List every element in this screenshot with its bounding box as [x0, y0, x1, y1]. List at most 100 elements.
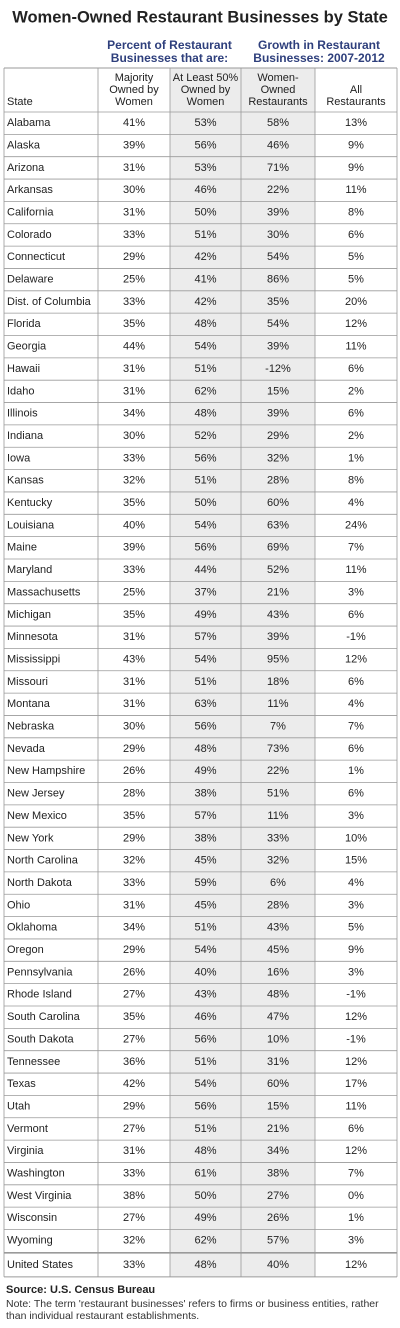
cell: 11%: [267, 698, 288, 710]
cell: 35%: [123, 1011, 145, 1023]
cell: 31%: [123, 363, 145, 375]
cell: 62%: [194, 1235, 216, 1247]
cell: 45%: [194, 855, 216, 867]
row-label: Iowa: [7, 452, 31, 464]
row-label: West Virginia: [7, 1190, 72, 1202]
cell: 33%: [123, 1259, 145, 1271]
cell: 15%: [267, 1100, 289, 1112]
row-label: Montana: [7, 698, 51, 710]
cell: 26%: [123, 765, 145, 777]
cell: 27%: [123, 989, 145, 1001]
cell: 40%: [194, 966, 216, 978]
cell: 1%: [348, 765, 364, 777]
cell: 49%: [194, 765, 216, 777]
table: Women-Owned Restaurant Businesses by Sta…: [3, 8, 398, 1296]
cell: 31%: [267, 1056, 289, 1068]
cell: 40%: [123, 519, 145, 531]
cell: 34%: [267, 1145, 289, 1157]
cell: 43%: [123, 653, 145, 665]
cell: 7%: [348, 1168, 364, 1180]
cell: 30%: [123, 184, 145, 196]
cell: 39%: [123, 139, 145, 151]
cell: 12%: [345, 1145, 367, 1157]
cell: 12%: [345, 1056, 367, 1068]
group-header: Percent of Restaurant: [107, 38, 232, 52]
cell: 30%: [123, 721, 145, 733]
cell: 47%: [267, 1011, 289, 1023]
row-label: New Mexico: [7, 810, 67, 822]
cell: 33%: [123, 877, 145, 889]
cell: 29%: [123, 1100, 145, 1112]
cell: 8%: [348, 475, 364, 487]
cell: 5%: [348, 274, 364, 286]
cell: 30%: [123, 430, 145, 442]
cell: 34%: [123, 408, 145, 420]
cell: 12%: [345, 1259, 367, 1271]
cell: 7%: [348, 542, 364, 554]
cell: 31%: [123, 676, 145, 688]
cell: 49%: [194, 1212, 216, 1224]
row-label: Louisiana: [7, 519, 55, 531]
cell: 6%: [348, 743, 364, 755]
cell: 53%: [194, 117, 216, 129]
cell: 39%: [267, 408, 289, 420]
row-label: Oklahoma: [7, 922, 58, 934]
cell: 51%: [194, 922, 216, 934]
cell: 31%: [123, 631, 145, 643]
cell: 33%: [123, 452, 145, 464]
cell: 8%: [348, 206, 364, 218]
row-label: North Carolina: [7, 855, 79, 867]
cell: 28%: [267, 899, 289, 911]
cell: 33%: [123, 229, 145, 241]
cell: 54%: [267, 318, 289, 330]
cell: 4%: [348, 877, 364, 889]
row-label: New Hampshire: [7, 765, 85, 777]
column-header: Owned by: [109, 84, 159, 96]
cell: 51%: [194, 363, 216, 375]
row-label: Florida: [7, 318, 42, 330]
cell: 48%: [267, 989, 289, 1001]
row-label: Kentucky: [7, 497, 53, 509]
column-header: Women: [187, 96, 225, 108]
cell: 57%: [194, 631, 216, 643]
cell: -12%: [265, 363, 291, 375]
row-label: Kansas: [7, 475, 44, 487]
cell: 56%: [194, 542, 216, 554]
cell: 6%: [348, 1123, 364, 1135]
row-label: United States: [7, 1259, 74, 1271]
cell: 40%: [267, 1259, 289, 1271]
cell: 13%: [345, 117, 367, 129]
cell: 56%: [194, 1033, 216, 1045]
cell: 62%: [194, 385, 216, 397]
cell: 39%: [267, 341, 289, 353]
cell: 56%: [194, 1100, 216, 1112]
cell: 11%: [345, 341, 366, 353]
cell: 69%: [267, 542, 289, 554]
cell: 41%: [194, 274, 216, 286]
column-header: All: [350, 84, 362, 96]
cell: 10%: [267, 1033, 289, 1045]
cell: 52%: [267, 564, 289, 576]
cell: 27%: [123, 1212, 145, 1224]
cell: 28%: [267, 475, 289, 487]
cell: 48%: [194, 318, 216, 330]
row-label: South Carolina: [7, 1011, 81, 1023]
cell: 32%: [267, 855, 289, 867]
cell: 46%: [267, 139, 289, 151]
cell: 60%: [267, 497, 289, 509]
cell: 51%: [267, 788, 289, 800]
cell: 50%: [194, 1190, 216, 1202]
row-label: Alabama: [7, 117, 51, 129]
cell: 6%: [348, 609, 364, 621]
row-label: Indiana: [7, 430, 44, 442]
cell: 22%: [267, 765, 289, 777]
row-label: South Dakota: [7, 1033, 75, 1045]
cell: 56%: [194, 452, 216, 464]
cell: 39%: [123, 542, 145, 554]
row-label: Utah: [7, 1100, 30, 1112]
column-shade: [170, 68, 315, 1277]
cell: 29%: [123, 251, 145, 263]
cell: 33%: [123, 296, 145, 308]
cell: 21%: [267, 1123, 289, 1135]
cell: 73%: [267, 743, 289, 755]
